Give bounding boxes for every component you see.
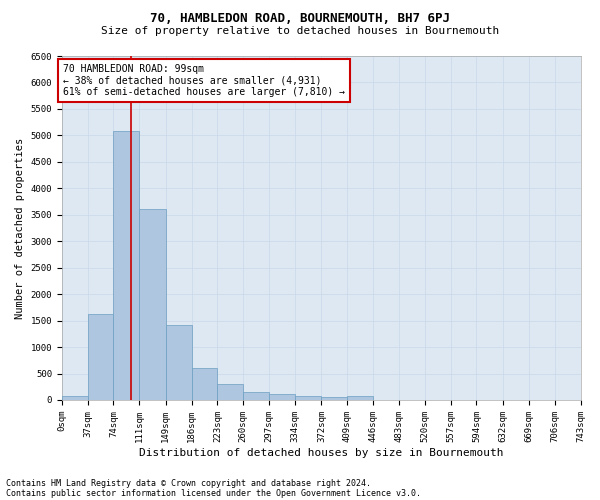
Bar: [243, 392, 269, 400]
Y-axis label: Number of detached properties: Number of detached properties: [15, 138, 25, 318]
Text: 70, HAMBLEDON ROAD, BOURNEMOUTH, BH7 6PJ: 70, HAMBLEDON ROAD, BOURNEMOUTH, BH7 6PJ: [150, 12, 450, 26]
Bar: [347, 396, 373, 400]
Bar: [217, 384, 243, 400]
Bar: [322, 398, 347, 400]
Bar: [139, 210, 166, 400]
Text: 70 HAMBLEDON ROAD: 99sqm
← 38% of detached houses are smaller (4,931)
61% of sem: 70 HAMBLEDON ROAD: 99sqm ← 38% of detach…: [63, 64, 345, 97]
Bar: [113, 131, 139, 400]
Bar: [191, 368, 217, 400]
X-axis label: Distribution of detached houses by size in Bournemouth: Distribution of detached houses by size …: [139, 448, 503, 458]
Bar: [62, 396, 88, 400]
Bar: [166, 326, 191, 400]
Bar: [88, 314, 113, 400]
Text: Size of property relative to detached houses in Bournemouth: Size of property relative to detached ho…: [101, 26, 499, 36]
Bar: [295, 396, 322, 400]
Text: Contains public sector information licensed under the Open Government Licence v3: Contains public sector information licen…: [6, 488, 421, 498]
Bar: [269, 394, 295, 400]
Text: Contains HM Land Registry data © Crown copyright and database right 2024.: Contains HM Land Registry data © Crown c…: [6, 478, 371, 488]
